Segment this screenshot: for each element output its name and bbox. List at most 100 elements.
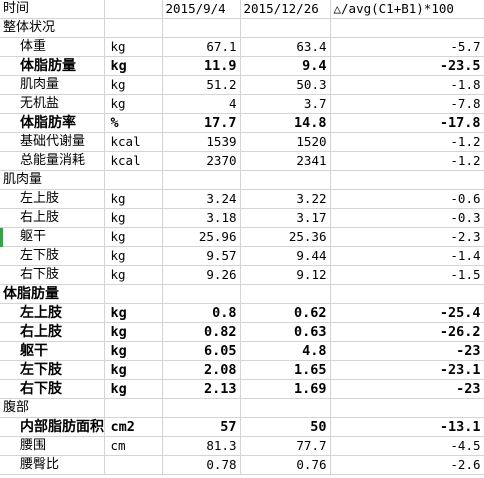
- empty-cell[interactable]: [162, 18, 241, 39]
- delta-cell[interactable]: -4.5: [330, 436, 484, 457]
- empty-cell[interactable]: [240, 284, 331, 305]
- value-date1-cell[interactable]: 51.2: [162, 75, 241, 96]
- empty-cell[interactable]: [330, 398, 484, 419]
- empty-cell[interactable]: [330, 284, 484, 305]
- header-cell-time[interactable]: 时间: [0, 0, 105, 20]
- value-date2-cell[interactable]: 1.69: [240, 379, 331, 400]
- empty-cell[interactable]: [104, 284, 163, 305]
- delta-cell[interactable]: -1.4: [330, 246, 484, 267]
- delta-cell[interactable]: -1.2: [330, 132, 484, 153]
- section-label-cell[interactable]: 体脂肪量: [0, 284, 105, 305]
- header-cell-delta[interactable]: △/avg(C1+B1)*100: [330, 0, 484, 20]
- value-date1-cell[interactable]: 81.3: [162, 436, 241, 457]
- value-date2-cell[interactable]: 3.7: [240, 94, 331, 115]
- metric-name-cell[interactable]: 右上肢: [0, 208, 105, 229]
- value-date1-cell[interactable]: 2370: [162, 151, 241, 172]
- value-date1-cell[interactable]: 1539: [162, 132, 241, 153]
- value-date2-cell[interactable]: 50.3: [240, 75, 331, 96]
- unit-cell[interactable]: kg: [104, 322, 163, 343]
- header-cell-date2[interactable]: 2015/12/26: [240, 0, 331, 20]
- empty-cell[interactable]: [104, 398, 163, 419]
- unit-cell[interactable]: kg: [104, 341, 163, 362]
- value-date1-cell[interactable]: 3.18: [162, 208, 241, 229]
- empty-cell[interactable]: [104, 18, 163, 39]
- value-date2-cell[interactable]: 4.8: [240, 341, 331, 362]
- unit-cell[interactable]: kg: [104, 360, 163, 381]
- value-date2-cell[interactable]: 50: [240, 417, 331, 438]
- unit-cell[interactable]: cm2: [104, 417, 163, 438]
- value-date1-cell[interactable]: 3.24: [162, 189, 241, 210]
- delta-cell[interactable]: -5.7: [330, 37, 484, 58]
- value-date1-cell[interactable]: 25.96: [162, 227, 241, 248]
- empty-cell[interactable]: [162, 284, 241, 305]
- value-date1-cell[interactable]: 0.8: [162, 303, 241, 324]
- value-date1-cell[interactable]: 4: [162, 94, 241, 115]
- delta-cell[interactable]: -26.2: [330, 322, 484, 343]
- unit-cell[interactable]: kg: [104, 265, 163, 286]
- metric-name-cell[interactable]: 腰围: [0, 436, 105, 457]
- metric-name-cell[interactable]: 躯干: [0, 341, 105, 362]
- value-date2-cell[interactable]: 9.12: [240, 265, 331, 286]
- unit-cell[interactable]: kg: [104, 189, 163, 210]
- header-cell-date1[interactable]: 2015/9/4: [162, 0, 241, 20]
- empty-cell[interactable]: [240, 398, 331, 419]
- delta-cell[interactable]: -23.5: [330, 56, 484, 77]
- empty-cell[interactable]: [240, 18, 331, 39]
- empty-cell[interactable]: [330, 18, 484, 39]
- unit-cell[interactable]: kg: [104, 246, 163, 267]
- unit-cell[interactable]: kg: [104, 37, 163, 58]
- delta-cell[interactable]: -25.4: [330, 303, 484, 324]
- value-date1-cell[interactable]: 6.05: [162, 341, 241, 362]
- delta-cell[interactable]: -1.5: [330, 265, 484, 286]
- unit-cell[interactable]: kg: [104, 303, 163, 324]
- metric-name-cell[interactable]: 肌肉量: [0, 75, 105, 96]
- value-date2-cell[interactable]: 3.17: [240, 208, 331, 229]
- delta-cell[interactable]: -13.1: [330, 417, 484, 438]
- metric-name-cell[interactable]: 体重: [0, 37, 105, 58]
- metric-name-cell[interactable]: 左下肢: [0, 246, 105, 267]
- empty-cell[interactable]: [162, 398, 241, 419]
- metric-name-cell[interactable]: 右下肢: [0, 379, 105, 400]
- delta-cell[interactable]: -17.8: [330, 113, 484, 134]
- section-label-cell[interactable]: 肌肉量: [0, 170, 105, 191]
- value-date2-cell[interactable]: 1520: [240, 132, 331, 153]
- delta-cell[interactable]: -23.1: [330, 360, 484, 381]
- delta-cell[interactable]: -2.6: [330, 455, 484, 476]
- value-date2-cell[interactable]: 0.76: [240, 455, 331, 476]
- delta-cell[interactable]: -23: [330, 379, 484, 400]
- value-date2-cell[interactable]: 14.8: [240, 113, 331, 134]
- section-label-cell[interactable]: 整体状况: [0, 18, 105, 39]
- value-date2-cell[interactable]: 0.62: [240, 303, 331, 324]
- empty-cell[interactable]: [240, 170, 331, 191]
- empty-cell[interactable]: [162, 170, 241, 191]
- metric-name-cell[interactable]: 躯干: [0, 227, 105, 248]
- metric-name-cell[interactable]: 腰臀比: [0, 455, 105, 476]
- value-date1-cell[interactable]: 0.78: [162, 455, 241, 476]
- value-date2-cell[interactable]: 2341: [240, 151, 331, 172]
- header-cell-unit[interactable]: [104, 0, 163, 20]
- value-date2-cell[interactable]: 3.22: [240, 189, 331, 210]
- unit-cell[interactable]: kg: [104, 208, 163, 229]
- delta-cell[interactable]: -1.8: [330, 75, 484, 96]
- metric-name-cell[interactable]: 体脂肪量: [0, 56, 105, 77]
- unit-cell[interactable]: kg: [104, 56, 163, 77]
- unit-cell[interactable]: kg: [104, 94, 163, 115]
- delta-cell[interactable]: -0.6: [330, 189, 484, 210]
- value-date1-cell[interactable]: 9.26: [162, 265, 241, 286]
- metric-name-cell[interactable]: 左上肢: [0, 303, 105, 324]
- value-date1-cell[interactable]: 9.57: [162, 246, 241, 267]
- unit-cell[interactable]: kcal: [104, 132, 163, 153]
- metric-name-cell[interactable]: 左上肢: [0, 189, 105, 210]
- delta-cell[interactable]: -0.3: [330, 208, 484, 229]
- metric-name-cell[interactable]: 基础代谢量: [0, 132, 105, 153]
- metric-name-cell[interactable]: 无机盐: [0, 94, 105, 115]
- metric-name-cell[interactable]: 左下肢: [0, 360, 105, 381]
- value-date2-cell[interactable]: 0.63: [240, 322, 331, 343]
- unit-cell[interactable]: [104, 455, 163, 476]
- value-date1-cell[interactable]: 2.08: [162, 360, 241, 381]
- value-date2-cell[interactable]: 9.44: [240, 246, 331, 267]
- section-label-cell[interactable]: 腹部: [0, 398, 105, 419]
- unit-cell[interactable]: kg: [104, 379, 163, 400]
- value-date2-cell[interactable]: 77.7: [240, 436, 331, 457]
- value-date1-cell[interactable]: 57: [162, 417, 241, 438]
